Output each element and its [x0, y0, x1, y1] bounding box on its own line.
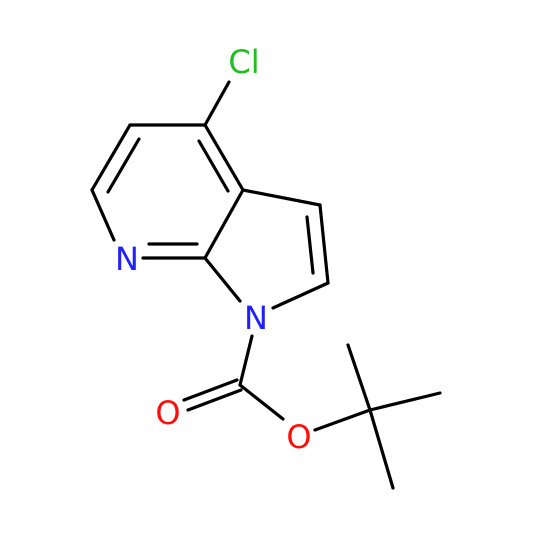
atom-label: O	[286, 418, 311, 456]
bond	[203, 188, 245, 260]
atom-label: N	[244, 299, 268, 337]
bond	[106, 137, 141, 194]
bond	[241, 188, 322, 207]
bond	[203, 256, 242, 303]
bond	[271, 281, 330, 310]
bond	[238, 334, 254, 387]
atom-label: Cl	[228, 43, 259, 81]
atom-label: O	[155, 394, 180, 432]
bond	[318, 203, 330, 285]
bond	[368, 391, 442, 412]
bond	[203, 123, 245, 192]
bond	[305, 215, 315, 275]
bonds	[90, 80, 442, 490]
bond	[346, 343, 372, 412]
bond	[186, 388, 243, 412]
bond	[197, 139, 230, 193]
bond	[90, 123, 132, 192]
bond	[90, 188, 116, 242]
bond	[238, 383, 285, 421]
bond	[313, 408, 372, 432]
bond	[368, 408, 395, 490]
atom-label: N	[115, 240, 139, 278]
bond	[182, 378, 239, 402]
bond	[203, 80, 231, 127]
